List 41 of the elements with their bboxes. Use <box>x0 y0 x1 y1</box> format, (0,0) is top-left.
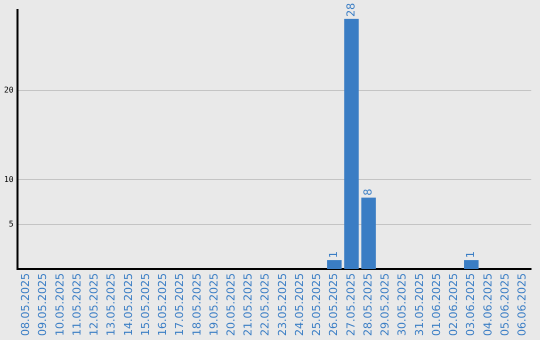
x-tick-label: 14.05.2025 <box>122 273 135 336</box>
x-tick-label: 17.05.2025 <box>173 273 186 336</box>
x-tick-label: 19.05.2025 <box>207 273 220 336</box>
x-tick-label: 27.05.2025 <box>344 273 358 336</box>
data-label: 1 <box>464 251 478 258</box>
x-tick-label: 11.05.2025 <box>70 273 84 336</box>
x-tick-label: 03.06.2025 <box>464 273 478 336</box>
bar <box>344 18 359 270</box>
x-tick-label: 08.05.2025 <box>19 273 32 336</box>
x-tick-label: 23.05.2025 <box>276 273 289 336</box>
x-tick-label: 25.05.2025 <box>310 273 324 336</box>
x-tick-label: 05.06.2025 <box>498 273 512 336</box>
x-tick-label: 31.05.2025 <box>412 273 426 336</box>
x-tick-label: 10.05.2025 <box>53 273 66 336</box>
x-tick-label: 12.05.2025 <box>88 273 101 336</box>
x-tick-label: 20.05.2025 <box>224 273 238 336</box>
y-tick-label: 5 <box>8 219 14 228</box>
bar <box>327 260 342 270</box>
x-tick-label: 28.05.2025 <box>361 273 374 336</box>
x-tick-label: 04.06.2025 <box>481 273 494 336</box>
data-label: 1 <box>327 251 340 258</box>
x-tick-label: 09.05.2025 <box>36 273 50 336</box>
x-tick-label: 01.06.2025 <box>430 273 443 336</box>
x-tick-label: 02.06.2025 <box>447 273 460 336</box>
x-tick-label: 13.05.2025 <box>104 273 118 336</box>
x-tick-label: 06.06.2025 <box>516 273 529 336</box>
x-tick-label: 26.05.2025 <box>327 273 340 336</box>
bar <box>361 198 376 270</box>
bar <box>464 260 479 270</box>
x-tick-label: 22.05.2025 <box>258 273 272 336</box>
data-label: 8 <box>361 188 374 196</box>
y-tick-label: 10 <box>4 174 14 184</box>
x-tick-label: 16.05.2025 <box>156 273 170 336</box>
x-tick-label: 18.05.2025 <box>190 273 204 336</box>
y-tick-label: 20 <box>4 85 14 94</box>
x-tick-label: 24.05.2025 <box>292 273 306 336</box>
x-tick-label: 30.05.2025 <box>396 273 409 336</box>
x-tick-label: 15.05.2025 <box>138 273 152 336</box>
x-tick-label: 29.05.2025 <box>378 273 392 336</box>
x-tick-label: 21.05.2025 <box>242 273 255 336</box>
data-label: 28 <box>344 2 358 17</box>
